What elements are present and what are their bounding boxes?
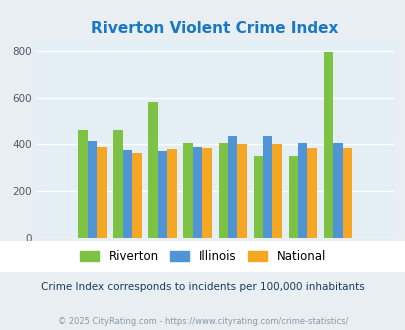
Bar [307,148,316,238]
Bar [97,147,107,238]
Bar [78,130,87,238]
Bar [227,136,237,238]
Bar [192,147,202,238]
Bar [87,141,97,238]
Bar [218,143,227,238]
Bar [132,152,141,238]
Bar [342,148,351,238]
Bar [158,151,167,238]
Bar [183,143,192,238]
Bar [113,130,123,238]
Text: Crime Index corresponds to incidents per 100,000 inhabitants: Crime Index corresponds to incidents per… [41,282,364,292]
Bar [288,156,297,238]
Text: © 2025 CityRating.com - https://www.cityrating.com/crime-statistics/: © 2025 CityRating.com - https://www.city… [58,317,347,326]
Bar [323,52,332,238]
Bar [332,143,342,238]
Bar [148,103,158,238]
Bar [123,150,132,238]
Title: Riverton Violent Crime Index: Riverton Violent Crime Index [91,21,338,36]
Bar [253,156,262,238]
Bar [167,149,177,238]
Bar [202,148,211,238]
Bar [272,145,281,238]
Bar [262,136,272,238]
Bar [297,143,307,238]
Bar [237,145,246,238]
Legend: Riverton, Illinois, National: Riverton, Illinois, National [75,245,330,268]
